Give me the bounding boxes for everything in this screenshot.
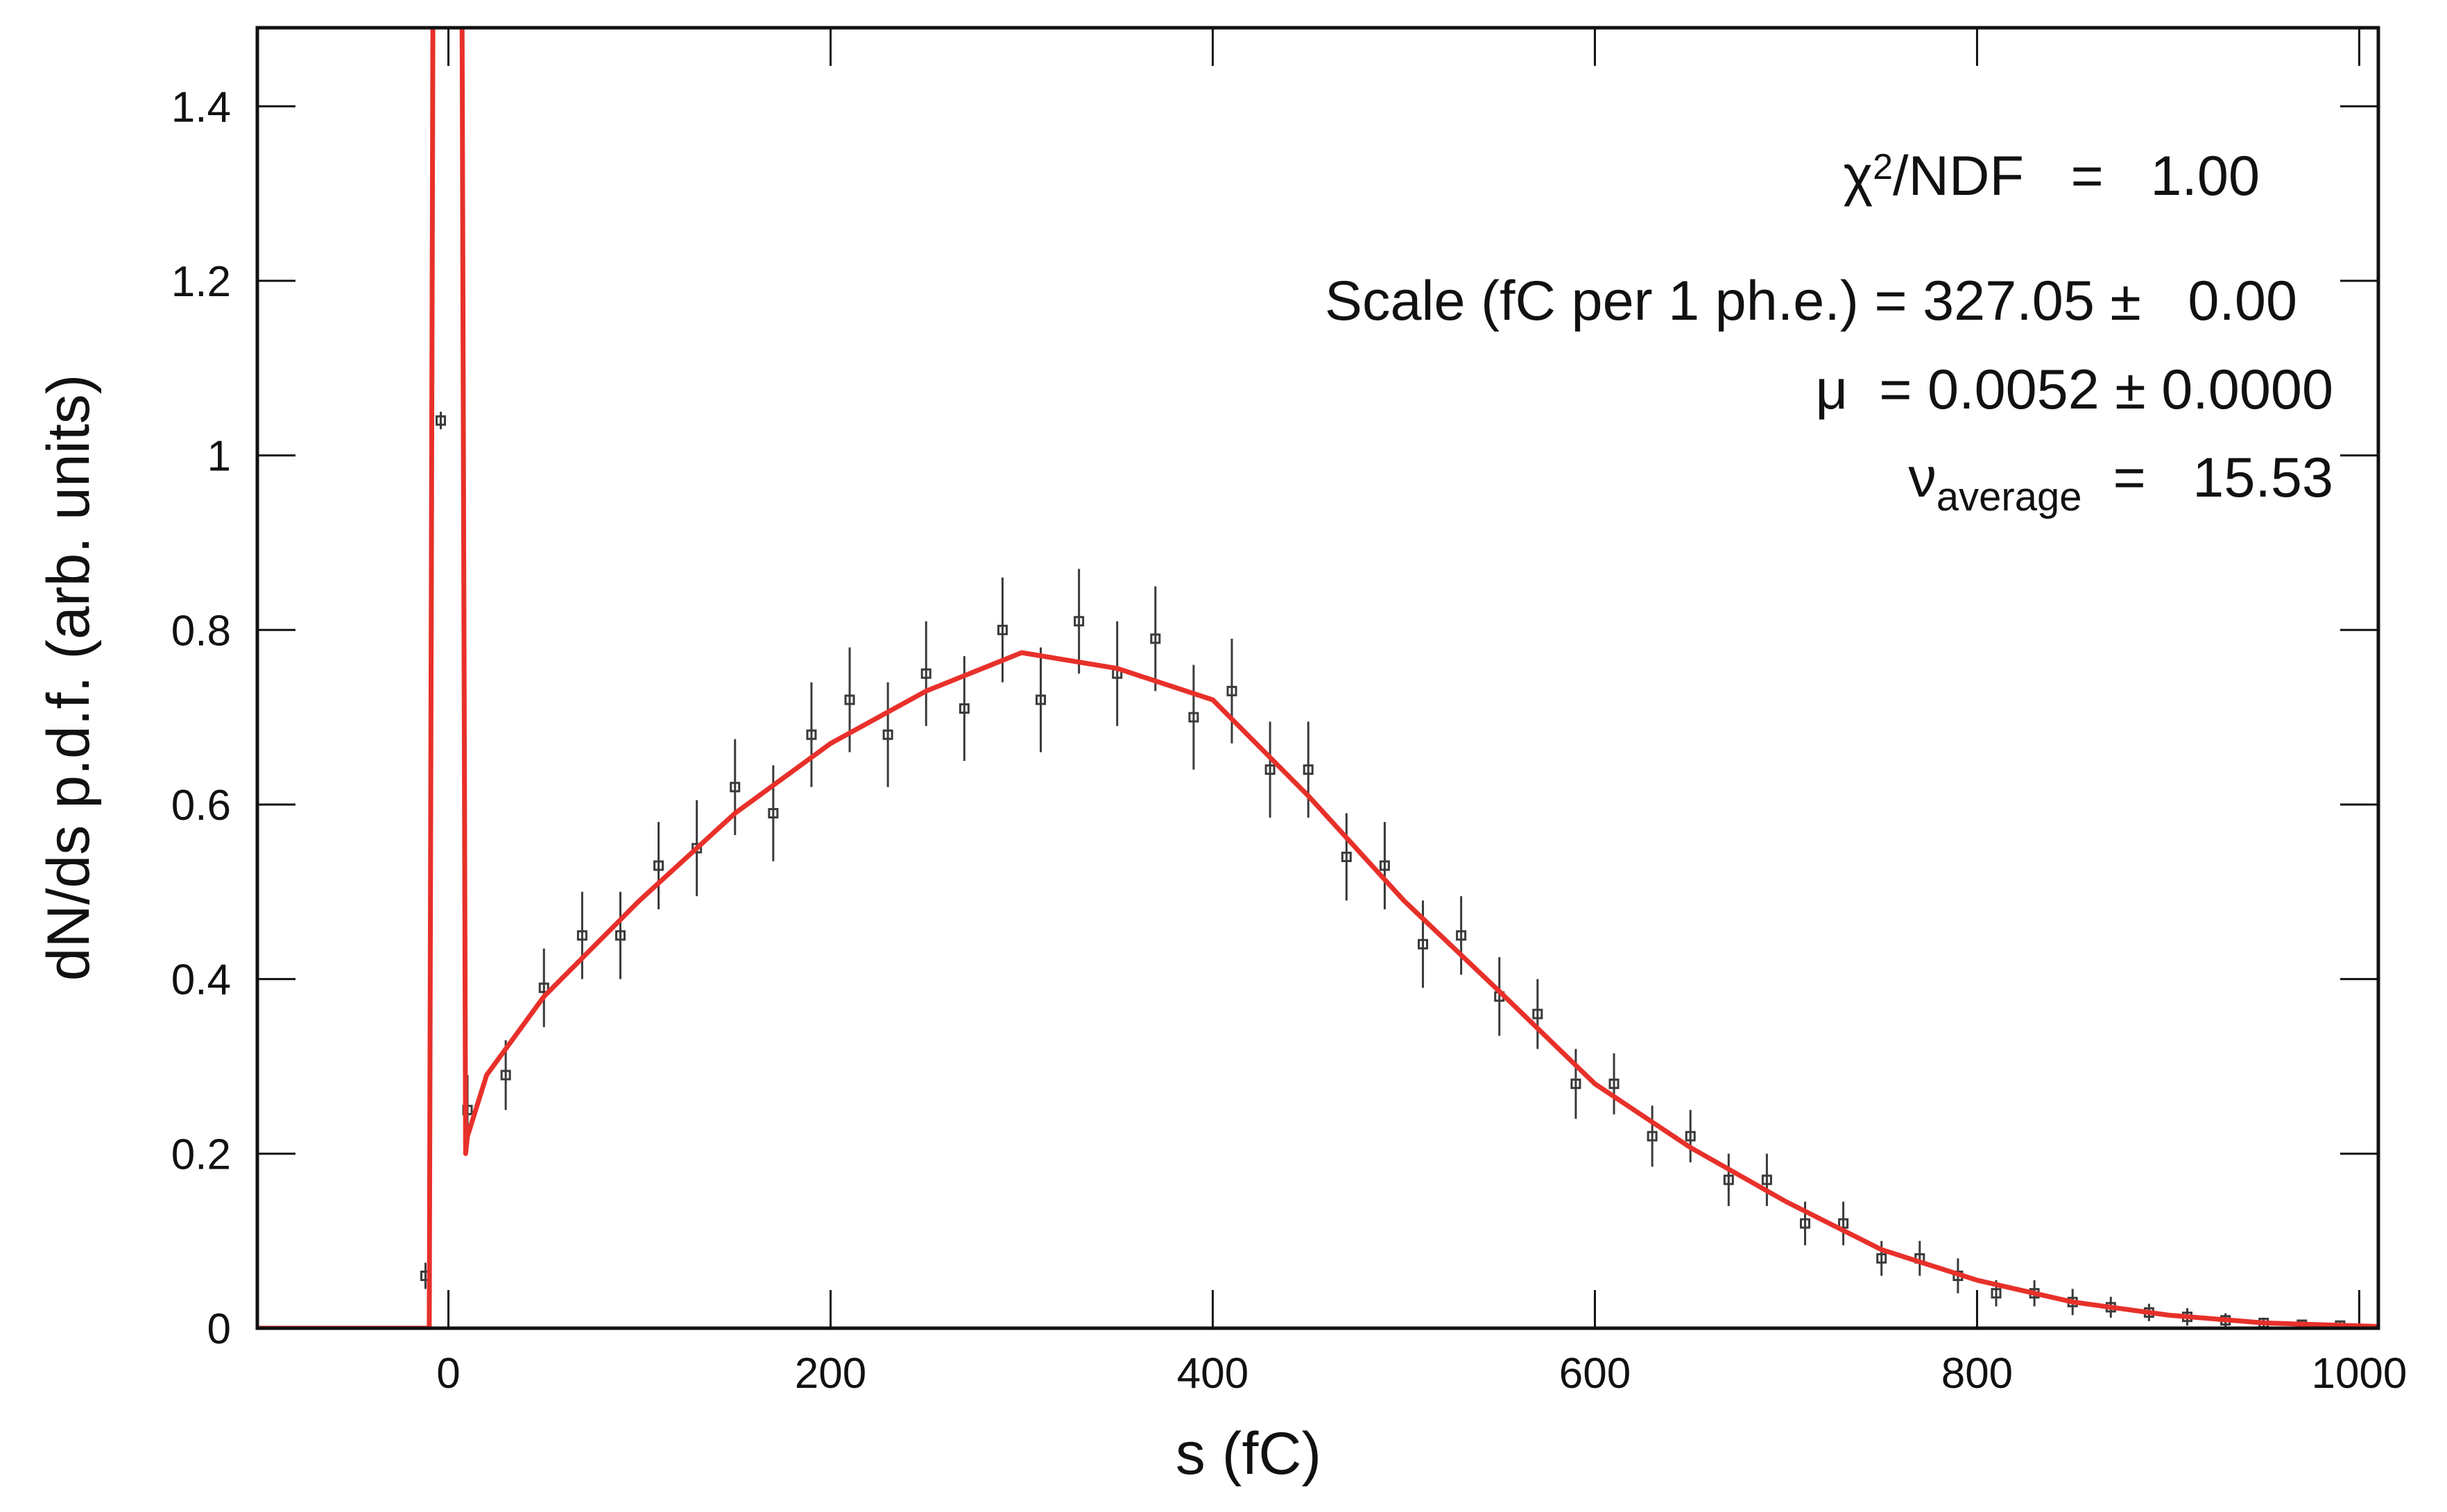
data-point xyxy=(1188,712,1199,723)
annotation-part: 2 xyxy=(1873,147,1893,187)
data-point xyxy=(1608,1079,1620,1090)
data-point xyxy=(1150,633,1161,644)
x-axis-title: s (fC) xyxy=(1176,1420,1321,1487)
data-point xyxy=(1876,1253,1887,1264)
y-tick-label: 0.4 xyxy=(171,956,231,1004)
annotation-part: average xyxy=(1937,474,2082,519)
plot-area xyxy=(257,28,2378,1328)
data-point xyxy=(500,1069,511,1081)
annotation-part: /NDF = 1.00 xyxy=(1893,145,2260,207)
data-point xyxy=(692,843,703,854)
data-point xyxy=(1264,764,1276,775)
data-point xyxy=(615,930,626,941)
data-point xyxy=(1647,1131,1658,1142)
y-tick-label: 0.2 xyxy=(171,1131,231,1178)
y-tick-label: 1.2 xyxy=(171,258,231,306)
data-point xyxy=(1418,938,1429,950)
data-point xyxy=(1456,930,1467,941)
data-point xyxy=(920,668,931,679)
data-point xyxy=(768,808,779,819)
data-point xyxy=(997,624,1008,635)
data-point xyxy=(1570,1079,1581,1090)
data-point xyxy=(730,782,741,793)
data-point xyxy=(882,729,893,740)
annotation-part: χ xyxy=(1844,145,1873,207)
data-point xyxy=(1800,1218,1811,1229)
data-point xyxy=(1685,1131,1696,1142)
annotation: νaverage = 15.53 xyxy=(1908,447,2333,519)
fit-line xyxy=(257,28,2378,1328)
annotation: μ = 0.0052 ± 0.0000 xyxy=(1816,359,2333,421)
data-point xyxy=(1838,1218,1849,1229)
x-tick-label: 200 xyxy=(795,1350,866,1398)
x-tick-label: 0 xyxy=(436,1350,460,1398)
data-point xyxy=(959,703,970,714)
y-axis-title: dN/ds p.d.f. (arb. units) xyxy=(35,375,102,981)
data-point xyxy=(1341,851,1352,862)
data-point xyxy=(1036,694,1047,705)
y-tick-label: 1.4 xyxy=(171,83,231,131)
data-point xyxy=(1226,685,1237,696)
data-point xyxy=(1991,1288,2002,1299)
data-point xyxy=(1723,1174,1734,1185)
y-tick-label: 0.6 xyxy=(171,782,231,830)
data-point xyxy=(1379,860,1390,871)
annotation: χ2/NDF = 1.00 xyxy=(1844,145,2260,207)
data-point xyxy=(435,415,446,426)
data-point xyxy=(806,729,817,740)
data-point xyxy=(653,860,664,871)
annotation-part: Scale (fC per 1 ph.e.) = 327.05 ± 0.00 xyxy=(1325,270,2297,332)
data-point xyxy=(1532,1008,1543,1020)
plot-frame xyxy=(255,26,2380,1330)
annotation-part: ν xyxy=(1908,447,1937,509)
data-point xyxy=(538,982,549,993)
y-tick-label: 1 xyxy=(207,433,231,481)
annotation-part: = 15.53 xyxy=(2081,447,2333,509)
x-tick-label: 800 xyxy=(1941,1350,2013,1398)
y-tick-label: 0 xyxy=(207,1305,231,1353)
data-point xyxy=(576,930,587,941)
x-tick-label: 1000 xyxy=(2311,1350,2407,1398)
annotation-part: μ = 0.0052 ± 0.0000 xyxy=(1816,359,2333,421)
y-tick-label: 0.8 xyxy=(171,607,231,655)
annotation: Scale (fC per 1 ph.e.) = 327.05 ± 0.00 xyxy=(1325,270,2297,332)
data-point xyxy=(1761,1174,1772,1185)
x-tick-label: 600 xyxy=(1559,1350,1631,1398)
data-point xyxy=(844,694,855,705)
data-point xyxy=(1074,616,1085,627)
x-tick-label: 400 xyxy=(1177,1350,1248,1398)
data-point xyxy=(1303,764,1314,775)
